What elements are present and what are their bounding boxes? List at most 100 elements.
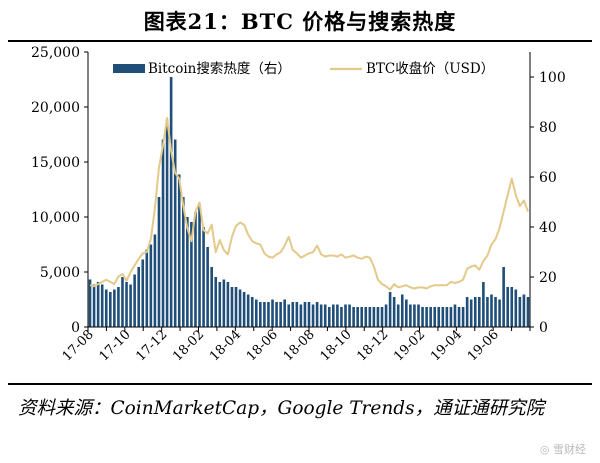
x-tick-label-7: 18-10: [318, 327, 355, 364]
legend-bar-swatch: [113, 64, 145, 73]
bar-90: [453, 304, 457, 327]
right-tick-label-5: 100: [539, 70, 566, 86]
bar-103: [506, 287, 509, 327]
bar-79: [409, 304, 412, 327]
bar-94: [469, 299, 473, 327]
watermark: ◎ 雪财经: [539, 443, 586, 456]
bar-70: [372, 307, 376, 327]
x-tick-label-8: 18-12: [354, 327, 391, 364]
bar-101: [498, 299, 501, 327]
x-tick-label-6: 18-08: [281, 327, 318, 364]
bar-99: [490, 294, 493, 327]
bar-48: [283, 299, 286, 327]
bar-44: [267, 302, 270, 327]
bar-3: [100, 284, 104, 327]
bar-45: [271, 299, 274, 327]
bar-76: [396, 304, 400, 327]
x-tick-label-1: 17-10: [97, 327, 134, 364]
bar-24: [186, 217, 189, 327]
right-tick-label-0: 0: [539, 320, 548, 336]
left-tick-label-2: 10,000: [31, 210, 80, 226]
bar-80: [413, 304, 416, 327]
bar-54: [307, 302, 311, 327]
x-tick-label-4: 18-04: [207, 327, 244, 364]
bar-36: [234, 287, 238, 327]
bar-57: [319, 304, 323, 327]
bar-9: [125, 282, 128, 327]
bottom-rule: [8, 383, 592, 385]
x-tick-label-11: 19-06: [465, 327, 502, 364]
bar-71: [376, 307, 380, 327]
bar-51: [295, 302, 299, 327]
bar-108: [526, 297, 530, 327]
bar-38: [242, 292, 246, 327]
bar-19: [165, 119, 169, 327]
bar-86: [437, 307, 441, 327]
bar-61: [336, 304, 339, 327]
bar-22: [177, 174, 181, 327]
bar-81: [417, 304, 420, 327]
bar-58: [323, 304, 327, 327]
bar-72: [380, 307, 384, 327]
bar-27: [198, 204, 201, 327]
bar-16: [153, 234, 157, 327]
bar-41: [254, 299, 258, 327]
bar-100: [494, 297, 497, 327]
bar-60: [332, 304, 335, 327]
bar-88: [445, 307, 449, 327]
x-tick-label-2: 17-12: [133, 327, 170, 364]
bar-68: [364, 307, 368, 327]
bar-83: [425, 307, 428, 327]
bar-50: [291, 302, 295, 327]
bar-25: [190, 222, 193, 327]
bar-18: [161, 139, 165, 327]
bar-34: [226, 282, 230, 327]
bar-62: [340, 307, 343, 327]
right-tick-label-4: 80: [539, 120, 557, 136]
bar-46: [275, 302, 278, 327]
bar-53: [303, 302, 307, 327]
bar-82: [421, 307, 424, 327]
bar-55: [311, 304, 315, 327]
bar-21: [173, 139, 177, 327]
bar-10: [129, 284, 132, 327]
bar-31: [214, 277, 218, 327]
right-tick-label-1: 20: [539, 270, 557, 286]
bar-15: [149, 244, 153, 327]
bar-11: [133, 274, 136, 327]
bar-17: [157, 197, 161, 327]
legend-line-label: BTC收盘价（USD）: [366, 60, 494, 77]
bar-5: [109, 292, 112, 327]
bar-7: [117, 287, 120, 327]
x-tick-label-3: 18-02: [170, 327, 207, 364]
bar-49: [287, 304, 291, 327]
bar-95: [473, 297, 477, 327]
bar-106: [518, 297, 522, 327]
bar-52: [299, 304, 303, 327]
bar-12: [137, 267, 140, 327]
bar-26: [194, 212, 197, 327]
left-tick-label-0: 0: [71, 320, 80, 336]
left-tick-label-3: 15,000: [31, 155, 80, 171]
bar-1: [92, 284, 96, 327]
bar-64: [348, 304, 351, 327]
price-line: [89, 117, 529, 291]
bar-73: [384, 304, 388, 327]
bar-67: [360, 307, 364, 327]
bar-69: [368, 307, 372, 327]
bar-35: [230, 287, 234, 327]
bar-65: [352, 307, 355, 327]
legend-bar-label: Bitcoin搜索热度（右）: [148, 61, 291, 77]
bar-84: [429, 307, 432, 327]
x-tick-label-10: 19-04: [428, 327, 465, 364]
bar-74: [388, 292, 392, 327]
bar-59: [327, 307, 331, 327]
bar-32: [218, 282, 222, 327]
bar-98: [486, 297, 489, 327]
bar-29: [206, 247, 209, 327]
bar-42: [259, 302, 262, 327]
bar-78: [405, 299, 408, 327]
bar-43: [263, 302, 266, 327]
bar-91: [457, 307, 461, 327]
bar-20: [169, 77, 173, 327]
